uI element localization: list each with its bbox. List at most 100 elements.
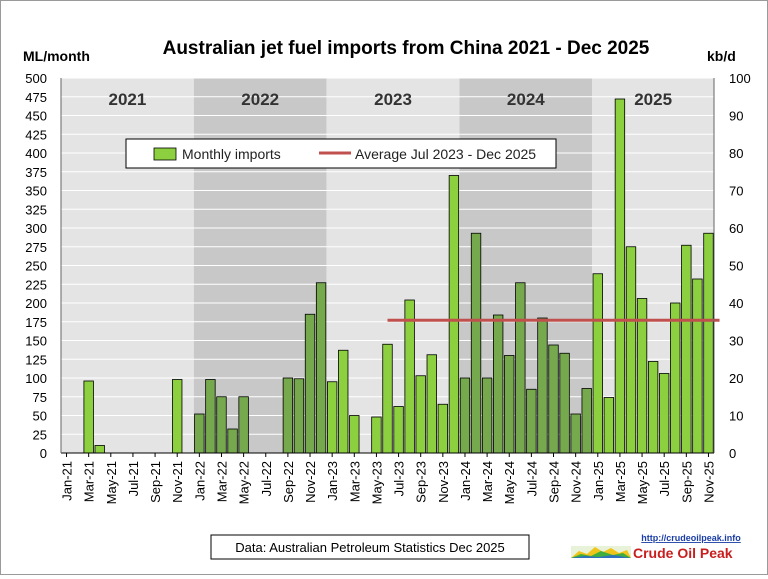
left-tick-label: 300 bbox=[25, 221, 47, 236]
bar bbox=[216, 396, 227, 454]
year-label-2023: 2023 bbox=[374, 90, 412, 109]
x-tick-label: May-23 bbox=[369, 461, 384, 504]
bar bbox=[382, 343, 393, 454]
bar bbox=[515, 282, 526, 454]
left-axis-label: ML/month bbox=[23, 48, 90, 64]
left-tick-label: 25 bbox=[33, 427, 47, 442]
logo-url: http://crudeoilpeak.info bbox=[641, 533, 741, 543]
left-tick-label: 275 bbox=[25, 240, 47, 255]
right-tick-label: 20 bbox=[729, 371, 743, 386]
bar bbox=[349, 415, 360, 454]
left-tick-label: 350 bbox=[25, 184, 47, 199]
left-tick-label: 75 bbox=[33, 390, 47, 405]
source-box bbox=[210, 534, 530, 560]
x-tick-label: Jul-25 bbox=[657, 461, 672, 496]
bar bbox=[681, 244, 692, 454]
bar bbox=[481, 377, 493, 454]
bar bbox=[83, 380, 94, 454]
left-tick-label: 150 bbox=[25, 334, 47, 349]
x-tick-label: Jan-21 bbox=[60, 461, 75, 501]
tick-labels: 0255075100125150175200225250275300325350… bbox=[25, 71, 750, 504]
x-tick-label: Mar-23 bbox=[347, 461, 362, 502]
x-tick-label: Jan-22 bbox=[192, 461, 207, 501]
right-tick-label: 50 bbox=[729, 259, 743, 274]
bar bbox=[404, 299, 415, 454]
right-tick-label: 0 bbox=[729, 446, 736, 461]
bar bbox=[371, 416, 382, 454]
left-tick-label: 50 bbox=[33, 409, 47, 424]
bar bbox=[703, 232, 714, 454]
logo: http://crudeoilpeak.info Crude Oil Peak bbox=[571, 533, 741, 561]
right-tick-label: 80 bbox=[729, 146, 743, 161]
x-tick-label: Nov-25 bbox=[701, 461, 716, 503]
right-tick-label: 60 bbox=[729, 221, 743, 236]
left-tick-label: 225 bbox=[25, 277, 47, 292]
x-tick-label: Mar-21 bbox=[82, 461, 97, 502]
bar bbox=[304, 313, 316, 454]
right-tick-label: 70 bbox=[729, 184, 743, 199]
bar bbox=[293, 378, 305, 454]
x-tick-label: Sep-25 bbox=[679, 461, 694, 503]
bar bbox=[338, 349, 349, 454]
bar bbox=[559, 352, 570, 454]
x-tick-label: May-22 bbox=[237, 461, 252, 504]
legend-label-average: Average Jul 2023 - Dec 2025 bbox=[355, 146, 536, 162]
x-tick-label: Nov-23 bbox=[436, 461, 451, 503]
year-label-2024: 2024 bbox=[507, 90, 545, 109]
logo-graphic-icon bbox=[571, 546, 631, 558]
bar bbox=[670, 302, 681, 454]
bar bbox=[603, 397, 615, 454]
bar bbox=[437, 403, 448, 454]
bar bbox=[692, 278, 703, 454]
x-tick-label: Mar-25 bbox=[613, 461, 628, 502]
bars bbox=[83, 98, 714, 454]
left-tick-label: 425 bbox=[25, 127, 47, 142]
x-tick-label: May-21 bbox=[104, 461, 119, 504]
x-tick-label: Nov-24 bbox=[569, 461, 584, 503]
legend: Monthly imports Average Jul 2023 - Dec 2… bbox=[125, 138, 557, 169]
bar bbox=[448, 175, 460, 454]
left-tick-label: 250 bbox=[25, 259, 47, 274]
x-tick-label: May-25 bbox=[635, 461, 650, 504]
bar bbox=[459, 377, 471, 454]
bar bbox=[315, 282, 327, 454]
bar bbox=[194, 413, 205, 454]
x-tick-label: Sep-23 bbox=[414, 461, 429, 503]
bar bbox=[426, 354, 437, 454]
right-tick-label: 10 bbox=[729, 409, 743, 424]
logo-name: Crude Oil Peak bbox=[633, 545, 733, 561]
x-tick-label: Mar-24 bbox=[480, 461, 495, 502]
left-tick-label: 500 bbox=[25, 71, 47, 86]
x-tick-label: Sep-21 bbox=[148, 461, 163, 503]
bar bbox=[504, 355, 515, 454]
right-tick-label: 90 bbox=[729, 109, 743, 124]
left-tick-label: 175 bbox=[25, 315, 47, 330]
left-tick-label: 100 bbox=[25, 371, 47, 386]
left-tick-label: 375 bbox=[25, 165, 47, 180]
bar bbox=[493, 314, 504, 454]
x-tick-label: Jul-24 bbox=[524, 461, 539, 496]
bar bbox=[172, 379, 183, 454]
left-tick-label: 400 bbox=[25, 146, 47, 161]
left-tick-label: 0 bbox=[40, 446, 47, 461]
right-tick-label: 100 bbox=[729, 71, 751, 86]
bar bbox=[537, 317, 548, 454]
legend-label-monthly: Monthly imports bbox=[182, 146, 281, 162]
legend-bar-swatch bbox=[153, 147, 177, 161]
bar bbox=[227, 428, 238, 454]
bar bbox=[94, 445, 105, 454]
source-note: Data: Australian Petroleum Statistics De… bbox=[210, 534, 530, 560]
year-label-2022: 2022 bbox=[241, 90, 279, 109]
left-tick-label: 200 bbox=[25, 296, 47, 311]
bar bbox=[205, 379, 216, 454]
x-tick-label: Sep-22 bbox=[281, 461, 296, 503]
year-labels: 2021 2022 2023 2024 2025 bbox=[108, 90, 672, 109]
bar bbox=[548, 344, 559, 454]
right-axis-label: kb/d bbox=[707, 48, 736, 64]
x-tick-label: Jul-22 bbox=[259, 461, 274, 496]
x-tick-label: Nov-22 bbox=[303, 461, 318, 503]
bar bbox=[614, 98, 626, 454]
bar bbox=[238, 396, 249, 454]
